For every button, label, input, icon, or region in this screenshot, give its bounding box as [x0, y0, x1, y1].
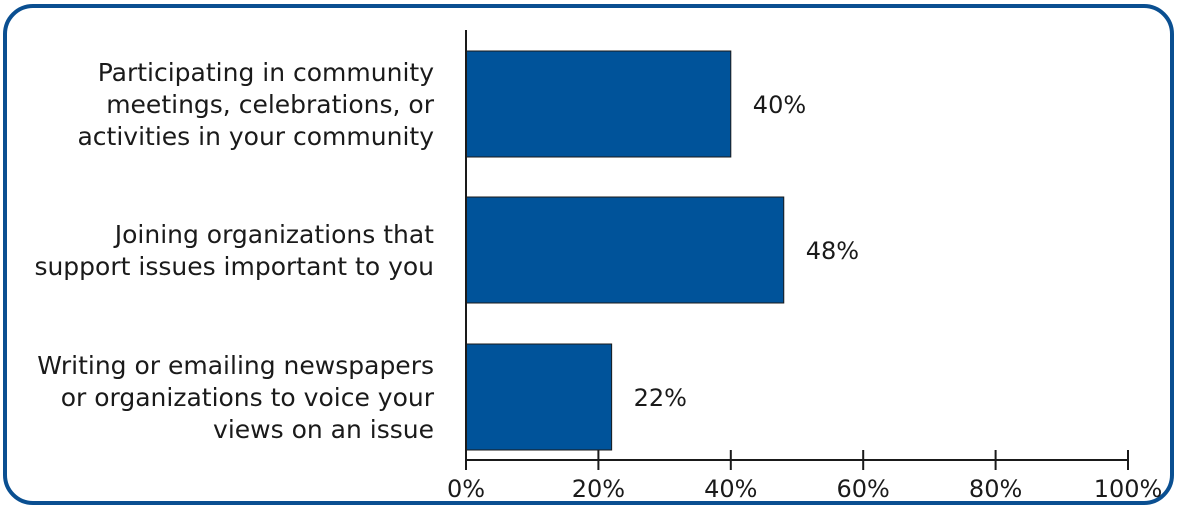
category-label-line: Joining organizations that — [113, 220, 434, 249]
x-tick-label: 0% — [447, 475, 485, 503]
category-label-line: views on an issue — [213, 415, 434, 444]
x-tick-label: 60% — [837, 475, 890, 503]
value-label-1: 40% — [753, 91, 806, 119]
x-tick-label: 80% — [969, 475, 1022, 503]
bar-2 — [465, 196, 785, 304]
category-label-line: or organizations to voice your — [61, 383, 435, 412]
bar-1 — [465, 50, 732, 158]
x-tick-label: 100% — [1094, 475, 1163, 503]
category-label-line: activities in your community — [77, 122, 434, 151]
bar-3 — [465, 343, 613, 451]
category-label-line: Writing or emailing newspapers — [37, 351, 434, 380]
category-label-3: Writing or emailing newspapers or organiz… — [37, 351, 434, 444]
category-label-2: Joining organizations that support issues… — [34, 220, 434, 281]
category-label-1: Participating in community meetings, cele… — [77, 58, 434, 151]
x-tick-label: 40% — [704, 475, 757, 503]
labels-layer: 40% Participating in community meetings, c… — [34, 58, 859, 444]
x-tick-label: 20% — [572, 475, 625, 503]
bars-layer — [465, 50, 785, 451]
category-label-line: Participating in community — [98, 58, 435, 87]
x-axis: 0% 20% 40% 60% 80% 100% — [447, 30, 1162, 503]
category-label-line: support issues important to you — [34, 252, 434, 281]
value-label-2: 48% — [806, 237, 859, 265]
category-label-line: meetings, celebrations, or — [106, 90, 435, 119]
value-label-3: 22% — [634, 384, 687, 412]
